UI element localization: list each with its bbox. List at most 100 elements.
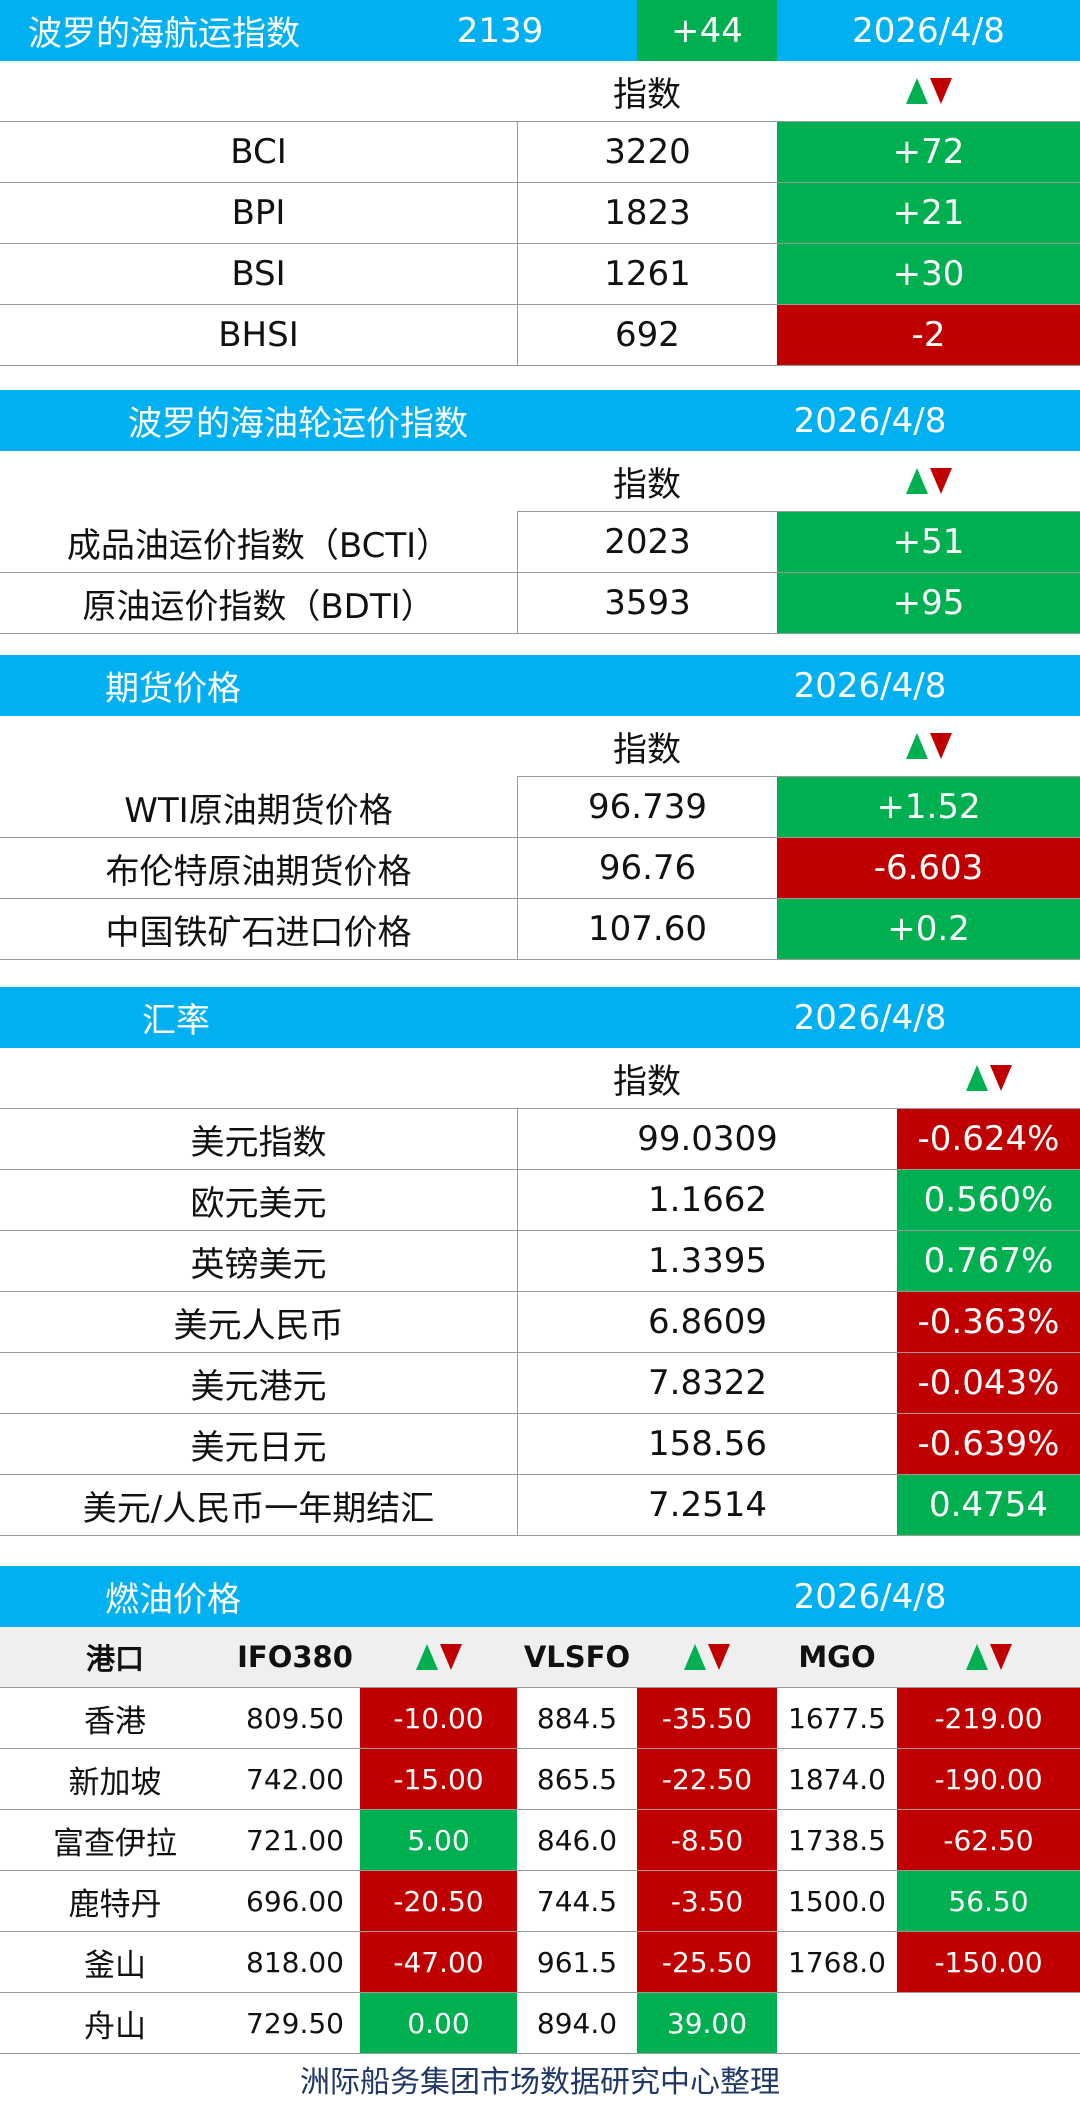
row-change: 0.4754 [897,1475,1080,1535]
table-row: 釜山 818.00 -47.00 961.5 -25.50 1768.0 -150.00 [0,1932,1080,1993]
row-name: 美元人民币 [173,1305,344,1346]
ifo380-price: 729.50 [246,2006,344,2040]
baltic-title: 波罗的海航运指数 [28,14,300,54]
table-row: 成品油运价指数（BCTI） 2023 +51 [0,512,1080,573]
ifo380-change: -10.00 [360,1688,517,1748]
table-row: 布伦特原油期货价格 96.76 -6.603 [0,838,1080,899]
col-index-label: 指数 [613,74,681,115]
up-down-arrows-icon [777,716,1080,777]
ifo380-price: 818.00 [246,1945,344,1979]
fx-col-header: 指数 [0,1048,1080,1109]
table-row: BHSI 692 -2 [0,305,1080,366]
row-change: -0.363% [897,1292,1080,1352]
up-down-arrows-icon [897,1627,1080,1687]
row-value: 1.3395 [517,1231,897,1291]
mgo-price: 1738.5 [788,1823,886,1857]
fuel-col-header: 港口 IFO380 VLSFO MGO [0,1627,1080,1688]
row-change: -6.603 [777,838,1080,898]
row-change: -0.043% [897,1353,1080,1413]
fuel-title: 燃油价格 [105,1580,241,1620]
vlsfo-change: -35.50 [637,1688,777,1748]
row-value: 96.76 [517,838,777,898]
port-name: 釜山 [84,1947,146,1984]
ifo380-change: 0.00 [360,1993,517,2053]
up-down-arrows-icon [360,1627,517,1687]
table-row: 中国铁矿石进口价格 107.60 +0.2 [0,899,1080,960]
row-name: 美元港元 [190,1366,327,1407]
baltic-col-header: 指数 [0,61,1080,122]
ifo380-change: -15.00 [360,1749,517,1809]
row-value: 158.56 [517,1414,897,1474]
mgo-change [897,1993,1080,2053]
table-row: BPI 1823 +21 [0,183,1080,244]
mgo-change: -219.00 [897,1688,1080,1748]
row-change: +21 [777,183,1080,243]
row-value: 107.60 [517,899,777,959]
row-value: 692 [517,305,777,365]
table-row: 香港 809.50 -10.00 884.5 -35.50 1677.5 -219.00 [0,1688,1080,1749]
row-name: 中国铁矿石进口价格 [105,912,412,953]
col-mgo-label: MGO [798,1640,876,1674]
table-row: 富查伊拉 721.00 5.00 846.0 -8.50 1738.5 -62.50 [0,1810,1080,1871]
row-value: 7.8322 [517,1353,897,1413]
ifo380-price: 809.50 [246,1701,344,1735]
col-vlsfo-label: VLSFO [523,1640,631,1674]
ifo380-change: -47.00 [360,1932,517,1992]
row-value: 1261 [517,244,777,304]
baltic-date: 2026/4/8 [852,10,1005,51]
row-name: BSI [231,254,286,294]
row-change: +1.52 [777,777,1080,837]
ifo380-change: -20.50 [360,1871,517,1931]
up-down-arrows-icon [637,1627,777,1687]
vlsfo-change: -3.50 [637,1871,777,1931]
vlsfo-price: 894.0 [536,2006,618,2040]
ifo380-change: 5.00 [360,1810,517,1870]
mgo-change: 56.50 [897,1871,1080,1931]
port-name: 舟山 [84,2008,146,2045]
futures-col-header: 指数 [0,716,1080,777]
row-change: +30 [777,244,1080,304]
vlsfo-price: 961.5 [536,1945,618,1979]
fx-header: 汇率 2026/4/8 [0,987,1080,1048]
row-name: 美元日元 [190,1427,327,1468]
futures-header: 期货价格 2026/4/8 [0,655,1080,716]
vlsfo-change: -8.50 [637,1810,777,1870]
col-index-label: 指数 [613,1061,681,1102]
table-row: 原油运价指数（BDTI） 3593 +95 [0,573,1080,634]
footer-credit: 洲际船务集团市场数据研究中心整理 [300,2065,780,2100]
row-value: 7.2514 [517,1475,897,1535]
tanker-header: 波罗的海油轮运价指数 2026/4/8 [0,390,1080,451]
row-change: +95 [777,573,1080,633]
mgo-price: 1874.0 [788,1762,886,1796]
table-row: 英镑美元 1.3395 0.767% [0,1231,1080,1292]
table-row: 美元日元 158.56 -0.639% [0,1414,1080,1475]
row-value: 2023 [517,512,777,572]
row-value: 3593 [517,573,777,633]
row-name: 英镑美元 [190,1244,327,1285]
table-row: WTI原油期货价格 96.739 +1.52 [0,777,1080,838]
row-change: 0.767% [897,1231,1080,1291]
table-row: BCI 3220 +72 [0,122,1080,183]
fuel-header: 燃油价格 2026/4/8 [0,1566,1080,1627]
baltic-value: 2139 [456,10,544,51]
futures-date: 2026/4/8 [793,665,947,706]
row-change: -0.624% [897,1109,1080,1169]
row-change: 0.560% [897,1170,1080,1230]
tanker-title: 波罗的海油轮运价指数 [128,404,468,444]
mgo-price: 1768.0 [788,1945,886,1979]
row-name: 原油运价指数（BDTI） [82,586,435,627]
col-index-label: 指数 [517,451,777,512]
ifo380-price: 721.00 [246,1823,344,1857]
row-value: 99.0309 [517,1109,897,1169]
row-name: 布伦特原油期货价格 [105,851,412,892]
baltic-header: 波罗的海航运指数 2139 +44 2026/4/8 [0,0,1080,61]
table-row: 美元港元 7.8322 -0.043% [0,1353,1080,1414]
row-name: 美元指数 [190,1122,327,1163]
mgo-change: -190.00 [897,1749,1080,1809]
tanker-col-header: 指数 [0,451,1080,512]
col-port-label: 港口 [85,1642,144,1676]
mgo-change: -62.50 [897,1810,1080,1870]
row-change: +72 [777,122,1080,182]
row-value: 1.1662 [517,1170,897,1230]
